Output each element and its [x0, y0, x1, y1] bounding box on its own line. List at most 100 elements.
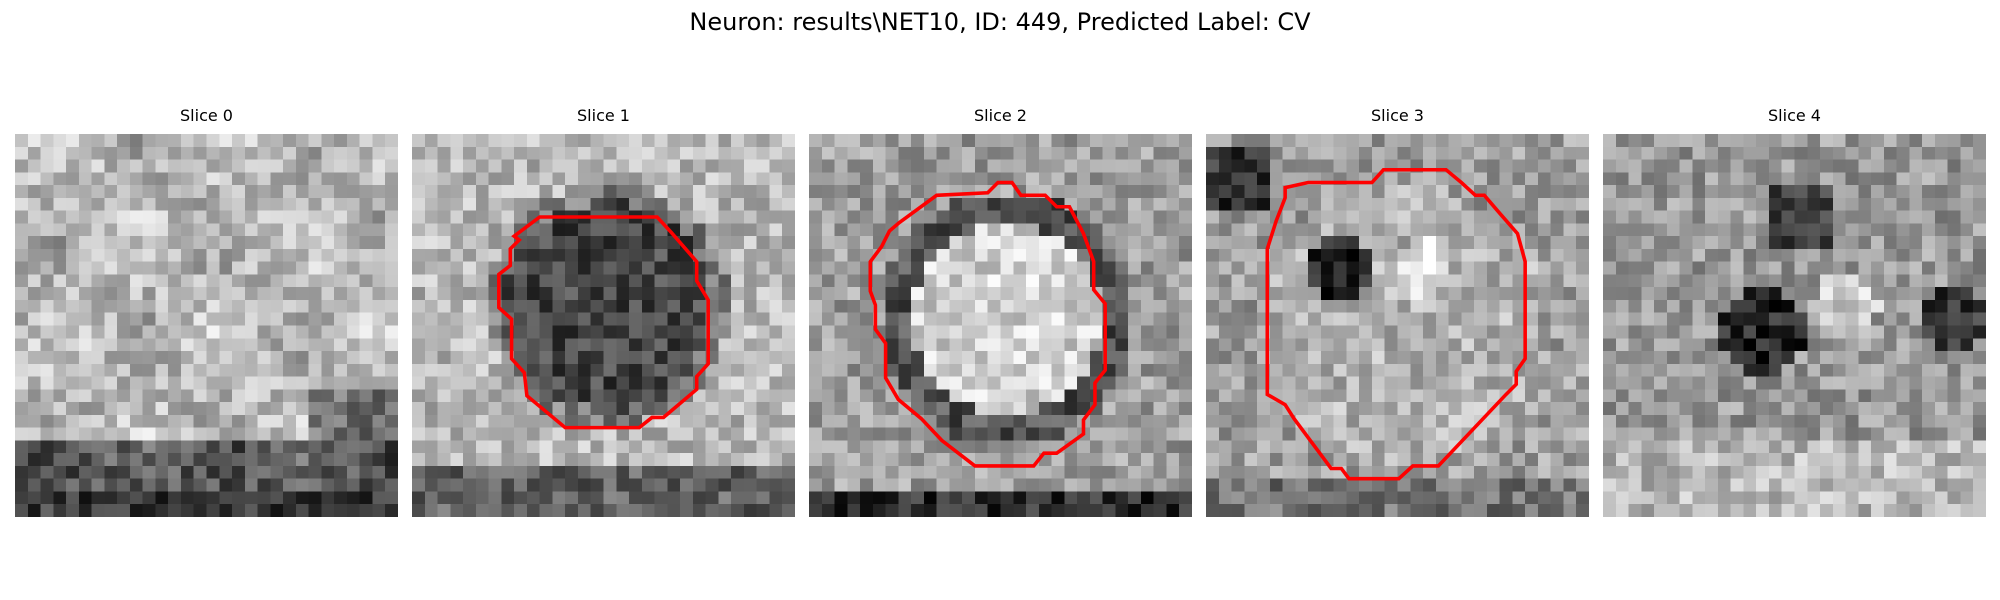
- image-pixel: [15, 159, 29, 173]
- image-pixel: [539, 134, 553, 148]
- image-pixel: [257, 210, 271, 224]
- image-pixel: [450, 338, 464, 352]
- image-pixel: [424, 504, 438, 517]
- image-pixel: [1666, 185, 1680, 199]
- image-pixel: [1231, 261, 1245, 275]
- image-pixel: [860, 376, 874, 390]
- image-pixel: [1576, 338, 1589, 352]
- image-pixel: [1781, 248, 1795, 262]
- image-pixel: [769, 287, 783, 301]
- image-pixel: [1077, 504, 1091, 517]
- image-pixel: [412, 312, 426, 326]
- image-pixel: [718, 478, 732, 492]
- image-pixel: [847, 389, 861, 403]
- image-pixel: [15, 274, 29, 288]
- image-pixel: [270, 312, 284, 326]
- image-pixel: [1140, 440, 1154, 454]
- image-pixel: [180, 236, 194, 250]
- image-pixel: [129, 159, 143, 173]
- image-pixel: [15, 376, 29, 390]
- image-pixel: [372, 325, 386, 339]
- image-pixel: [654, 465, 668, 479]
- image-pixel: [1308, 414, 1322, 428]
- image-pixel: [911, 427, 925, 441]
- image-pixel: [1435, 465, 1449, 479]
- image-pixel: [257, 491, 271, 505]
- image-pixel: [565, 172, 579, 186]
- image-pixel: [1282, 440, 1296, 454]
- image-pixel: [616, 453, 630, 467]
- image-pixel: [437, 185, 451, 199]
- image-pixel: [1499, 261, 1513, 275]
- image-pixel: [756, 440, 770, 454]
- image-pixel: [1537, 248, 1551, 262]
- image-pixel: [577, 504, 591, 517]
- image-pixel: [385, 440, 398, 454]
- image-pixel: [1845, 465, 1859, 479]
- image-pixel: [1077, 325, 1091, 339]
- image-pixel: [488, 236, 502, 250]
- image-pixel: [283, 478, 297, 492]
- image-pixel: [590, 491, 604, 505]
- image-pixel: [501, 185, 515, 199]
- image-pixel: [1333, 376, 1347, 390]
- image-pixel: [1474, 236, 1488, 250]
- image-pixel: [1705, 440, 1719, 454]
- image-pixel: [1051, 465, 1065, 479]
- image-pixel: [129, 351, 143, 365]
- image-pixel: [629, 478, 643, 492]
- image-pixel: [1218, 223, 1232, 237]
- image-pixel: [590, 440, 604, 454]
- image-pixel: [1295, 402, 1309, 416]
- image-pixel: [334, 363, 348, 377]
- image-pixel: [206, 491, 220, 505]
- image-pixel: [860, 172, 874, 186]
- image-pixel: [1231, 185, 1245, 199]
- image-pixel: [1295, 287, 1309, 301]
- image-pixel: [1115, 146, 1129, 160]
- image-pixel: [1641, 504, 1655, 517]
- image-pixel: [1641, 491, 1655, 505]
- image-pixel: [1743, 185, 1757, 199]
- image-pixel: [834, 325, 848, 339]
- image-pixel: [359, 478, 373, 492]
- image-pixel: [129, 491, 143, 505]
- image-pixel: [117, 248, 131, 262]
- image-pixel: [1909, 299, 1923, 313]
- image-pixel: [1295, 376, 1309, 390]
- image-pixel: [1115, 363, 1129, 377]
- image-pixel: [1705, 299, 1719, 313]
- image-pixel: [1947, 274, 1961, 288]
- image-pixel: [412, 261, 426, 275]
- image-pixel: [78, 491, 92, 505]
- image-pixel: [1461, 363, 1475, 377]
- image-pixel: [1295, 299, 1309, 313]
- image-pixel: [1641, 159, 1655, 173]
- image-pixel: [1231, 338, 1245, 352]
- image-pixel: [1705, 351, 1719, 365]
- image-pixel: [1973, 261, 1986, 275]
- image-pixel: [1359, 134, 1373, 148]
- image-pixel: [1960, 402, 1974, 416]
- image-pixel: [1486, 491, 1500, 505]
- image-pixel: [1973, 134, 1986, 148]
- image-pixel: [1845, 478, 1859, 492]
- image-pixel: [1102, 478, 1116, 492]
- image-pixel: [1461, 504, 1475, 517]
- image-pixel: [667, 504, 681, 517]
- image-pixel: [1218, 465, 1232, 479]
- image-pixel: [1486, 274, 1500, 288]
- image-pixel: [1153, 159, 1167, 173]
- image-pixel: [334, 248, 348, 262]
- image-pixel: [1960, 465, 1974, 479]
- image-pixel: [1218, 312, 1232, 326]
- image-pixel: [1244, 363, 1258, 377]
- image-pixel: [962, 338, 976, 352]
- image-pixel: [193, 363, 207, 377]
- image-pixel: [847, 312, 861, 326]
- image-pixel: [1871, 325, 1885, 339]
- image-pixel: [809, 427, 823, 441]
- image-pixel: [1423, 236, 1437, 250]
- image-pixel: [1448, 146, 1462, 160]
- image-pixel: [424, 376, 438, 390]
